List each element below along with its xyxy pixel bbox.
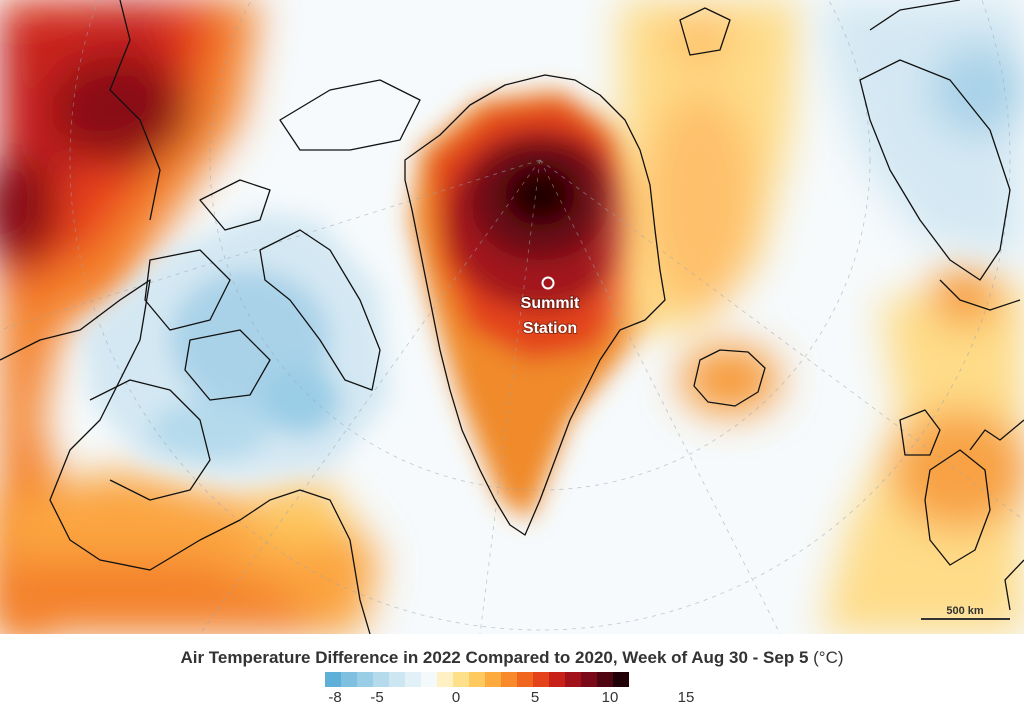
iceland-coast xyxy=(693,349,766,407)
temperature-anomaly-map: Summit Station 500 km xyxy=(0,0,1024,634)
archipelago-island-4 xyxy=(184,329,271,401)
legend-color-cell xyxy=(485,672,501,687)
summit-station-circle-icon xyxy=(541,276,555,290)
anomaly-north-america xyxy=(0,0,260,634)
legend-color-cell xyxy=(517,672,533,687)
scale-bar: 500 km xyxy=(921,605,1010,620)
legend-tick-0: 0 xyxy=(451,689,461,706)
legend-color-cell xyxy=(341,672,357,687)
legend-color-cell xyxy=(533,672,549,687)
greenland-coast xyxy=(404,74,666,536)
legend-color-cell xyxy=(469,672,485,687)
legend-color-cell xyxy=(613,672,629,687)
legend-title: Air Temperature Difference in 2022 Compa… xyxy=(0,648,1024,668)
coastlines xyxy=(0,0,1024,634)
legend-color-cell xyxy=(453,672,469,687)
legend-color-cell xyxy=(581,672,597,687)
summit-station-label-line2: Station xyxy=(523,320,577,337)
norway-coast xyxy=(939,279,1021,311)
legend-title-text: Air Temperature Difference in 2022 Compa… xyxy=(180,648,809,667)
legend-color-cell xyxy=(325,672,341,687)
legend-color-cell xyxy=(501,672,517,687)
british-isles-coast xyxy=(924,449,991,566)
summit-station-label-line1: Summit xyxy=(521,295,580,312)
graticule xyxy=(0,0,1024,634)
legend-ticks: -8 -5 0 5 10 15 xyxy=(0,689,1024,713)
archipelago-island-3 xyxy=(144,249,231,331)
legend-color-cell xyxy=(437,672,453,687)
legend-color-cell xyxy=(373,672,389,687)
legend-color-cell xyxy=(357,672,373,687)
legend-color-cell xyxy=(421,672,437,687)
legend-tick-5: 5 xyxy=(530,689,540,706)
legend-unit: (°C) xyxy=(813,648,844,667)
legend-tick-minus8: -8 xyxy=(328,689,342,706)
legend-tick-10: 10 xyxy=(601,689,619,706)
anomaly-north-atlantic xyxy=(620,0,1024,634)
archipelago-island-2 xyxy=(279,79,421,151)
scandinavia-coast xyxy=(859,0,1011,281)
europe-coast xyxy=(969,419,1024,611)
hudson-bay-coast xyxy=(89,379,211,501)
legend-tick-minus5: -5 xyxy=(370,689,384,706)
legend-color-cell xyxy=(389,672,405,687)
baffin-coast xyxy=(259,229,381,391)
legend-color-cell xyxy=(597,672,613,687)
svalbard-coast xyxy=(679,7,731,56)
legend-tick-15: 15 xyxy=(677,689,695,706)
anomaly-siberia-cold xyxy=(820,0,1024,260)
legend-color-cell xyxy=(549,672,565,687)
anomaly-greenland xyxy=(410,90,660,520)
legend-color-cell xyxy=(405,672,421,687)
legend-color-bar xyxy=(325,672,629,687)
legend-color-cell xyxy=(565,672,581,687)
alaska-coast xyxy=(109,0,161,221)
north-america-coast xyxy=(0,279,371,634)
anomaly-southern-band xyxy=(0,470,380,634)
archipelago-island-1 xyxy=(199,179,271,231)
scale-bar-label: 500 km xyxy=(946,605,984,617)
ireland-coast xyxy=(899,409,941,456)
